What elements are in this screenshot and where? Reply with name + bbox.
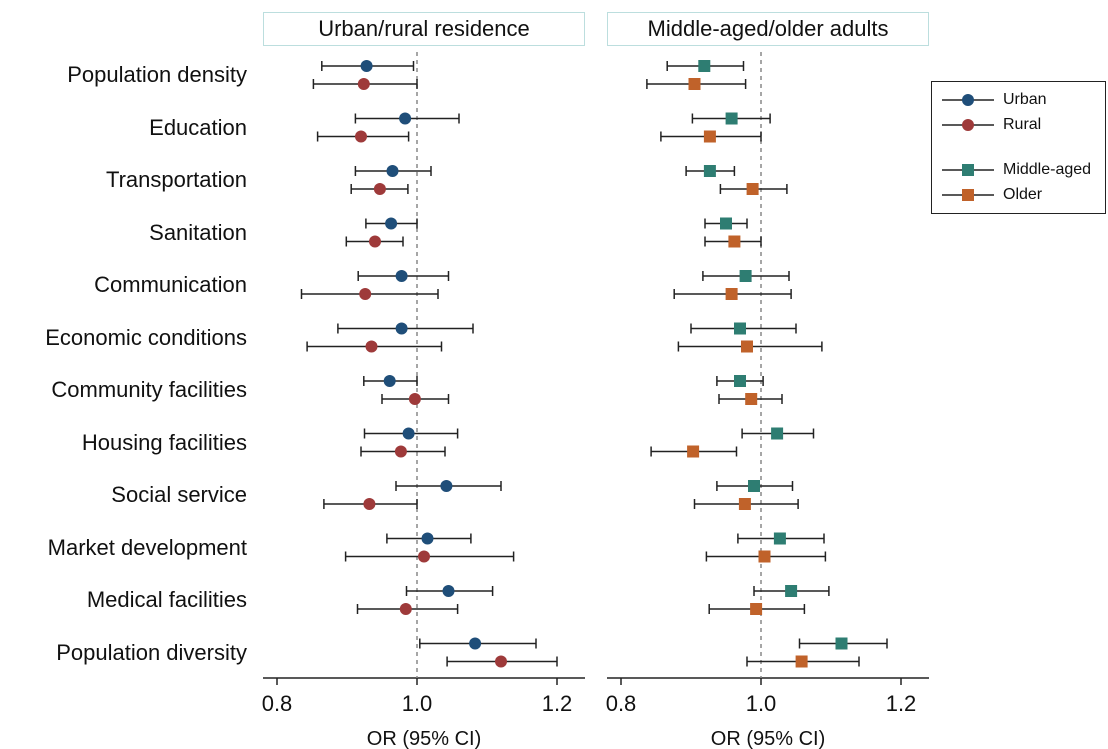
point-marker — [771, 427, 784, 440]
point-marker — [734, 322, 746, 335]
category-label: Sanitation — [149, 219, 247, 245]
point-marker — [402, 427, 415, 440]
point-marker — [495, 655, 507, 668]
point-marker — [373, 183, 386, 195]
point-marker — [688, 78, 701, 90]
point-marker — [728, 235, 741, 248]
point-marker — [369, 235, 381, 248]
point-marker — [734, 375, 746, 387]
category-label: Transportation — [105, 167, 247, 192]
legend-marker-older — [942, 189, 994, 201]
point-marker — [395, 270, 408, 282]
point-marker — [745, 393, 758, 405]
legend-label: Middle-aged — [1003, 161, 1092, 178]
point-marker — [360, 60, 373, 72]
point-marker — [703, 130, 716, 143]
category-label: Communication — [94, 272, 247, 297]
category-label: Market development — [47, 534, 247, 560]
x-tick-label: 0.8 — [606, 691, 637, 716]
point-marker — [394, 445, 407, 458]
legend-label: Rural — [1003, 116, 1042, 133]
point-marker — [359, 288, 372, 300]
point-marker — [357, 78, 370, 90]
x-tick-label: 1.0 — [402, 691, 433, 716]
x-axis-title: OR (95% CI) — [711, 728, 825, 749]
legend-label: Older — [1003, 186, 1043, 203]
x-tick-label: 1.2 — [886, 691, 917, 716]
point-marker — [421, 532, 434, 545]
point-marker — [418, 550, 430, 563]
point-marker — [795, 655, 808, 668]
x-tick-label: 0.8 — [262, 691, 293, 716]
point-marker — [469, 637, 482, 650]
x-axis-title: OR (95% CI) — [367, 728, 481, 749]
left-panel-title: Urban/rural residence — [263, 12, 585, 46]
legend: Urban Rural Middle-aged Older — [931, 81, 1106, 214]
point-marker — [773, 532, 786, 545]
point-marker — [363, 498, 376, 510]
point-marker — [687, 445, 700, 458]
category-label: Community facilities — [51, 377, 247, 402]
point-marker — [408, 393, 421, 405]
right-panel-title: Middle-aged/older adults — [607, 12, 929, 46]
category-label: Social service — [111, 482, 247, 507]
point-marker — [720, 217, 732, 230]
point-marker — [698, 60, 711, 72]
legend-label: Urban — [1003, 91, 1047, 108]
category-label: Population diversity — [56, 639, 247, 665]
point-marker — [725, 288, 738, 300]
x-tick-label: 1.2 — [542, 691, 573, 716]
point-marker — [383, 375, 396, 387]
legend-marker-middle-aged — [942, 164, 994, 176]
legend-marker-urban — [942, 94, 994, 106]
point-marker — [738, 498, 751, 510]
point-marker — [835, 637, 848, 650]
point-marker — [748, 480, 760, 492]
category-label: Housing facilities — [81, 429, 247, 455]
point-marker — [758, 550, 771, 563]
point-marker — [746, 183, 759, 195]
point-marker — [442, 585, 455, 597]
point-marker — [355, 130, 367, 143]
point-marker — [365, 340, 378, 353]
point-marker — [725, 112, 738, 125]
legend-marker-rural — [942, 119, 994, 131]
point-marker — [703, 165, 716, 177]
category-label: Medical facilities — [86, 587, 247, 612]
point-marker — [785, 585, 798, 597]
point-marker — [385, 217, 398, 230]
point-marker — [440, 480, 453, 492]
point-marker — [741, 340, 753, 353]
point-marker — [399, 112, 412, 125]
category-label: Economic conditions — [45, 324, 247, 350]
x-tick-label: 1.0 — [746, 691, 777, 716]
category-label: Population density — [67, 62, 247, 87]
point-marker — [750, 603, 763, 615]
point-marker — [739, 270, 752, 282]
point-marker — [395, 322, 408, 335]
category-label: Education — [149, 114, 247, 140]
point-marker — [399, 603, 412, 615]
point-marker — [386, 165, 399, 177]
